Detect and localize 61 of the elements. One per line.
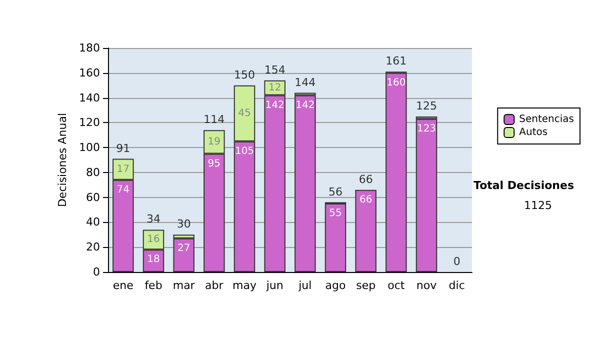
x-tick-label: feb — [144, 279, 162, 292]
y-axis-title: Decisiones Anual — [56, 112, 70, 208]
data-label: 12 — [268, 82, 282, 94]
bar — [416, 118, 438, 272]
y-tick-label: 140 — [79, 91, 100, 104]
data-label: 160 — [386, 77, 406, 88]
total-label: 114 — [204, 113, 225, 126]
y-tick-label: 60 — [86, 190, 100, 204]
x-tick-label: abr — [205, 279, 224, 292]
data-label: 142 — [296, 100, 315, 111]
data-label: 123 — [416, 123, 436, 134]
total-label: 161 — [386, 54, 407, 68]
text: Total Decisiones — [474, 179, 574, 192]
x-tick-label: may — [232, 279, 257, 292]
data-label: 27 — [177, 242, 190, 254]
data-label: 74 — [116, 184, 130, 196]
y-tick-label: 20 — [86, 240, 100, 254]
x-tick-label: jul — [298, 279, 312, 292]
total-label: 91 — [116, 142, 130, 155]
y-tick-label: 40 — [86, 216, 100, 229]
total-label: 30 — [176, 218, 191, 231]
total-label: 66 — [358, 172, 373, 186]
total-label: 34 — [146, 212, 160, 226]
bar — [173, 238, 194, 272]
bar — [294, 95, 316, 272]
data-label: 95 — [208, 158, 221, 170]
data-label: 105 — [234, 146, 254, 157]
data-label: 18 — [147, 254, 160, 266]
total-label: 125 — [416, 99, 437, 112]
x-tick-label: nov — [416, 279, 438, 292]
data-label: 16 — [147, 234, 160, 246]
y-tick-label: 120 — [79, 116, 100, 130]
total-label: 0 — [453, 255, 460, 268]
x-tick-label: mar — [172, 279, 196, 292]
bar — [324, 204, 346, 272]
bar — [386, 72, 407, 272]
y-tick-label: 0 — [93, 266, 100, 278]
x-tick-label: ago — [325, 279, 346, 292]
x-tick-label: dic — [448, 279, 465, 292]
data-label: 66 — [359, 194, 372, 206]
data-label: 19 — [208, 136, 221, 148]
data-label: 142 — [265, 100, 284, 111]
x-tick-label: ene — [112, 279, 134, 292]
data-label: 55 — [329, 208, 342, 220]
total-label: 144 — [294, 76, 316, 89]
x-tick-label: jun — [265, 279, 284, 292]
total-label: 56 — [328, 185, 342, 198]
total-label: 150 — [234, 68, 255, 82]
y-tick-label: 100 — [79, 141, 100, 154]
total-label: 154 — [264, 63, 286, 76]
data-label: 17 — [116, 164, 130, 175]
x-tick-label: sep — [356, 279, 376, 292]
legend-label: Sentencias — [519, 114, 574, 125]
data-label: 45 — [238, 108, 251, 119]
bar — [355, 190, 376, 272]
y-tick-label: 160 — [79, 66, 100, 80]
y-tick-label: 80 — [86, 166, 100, 179]
y-tick-label: 180 — [79, 42, 100, 54]
text: 1125 — [524, 199, 552, 212]
legend-label: Autos — [519, 127, 548, 138]
x-tick-label: oct — [388, 279, 406, 292]
